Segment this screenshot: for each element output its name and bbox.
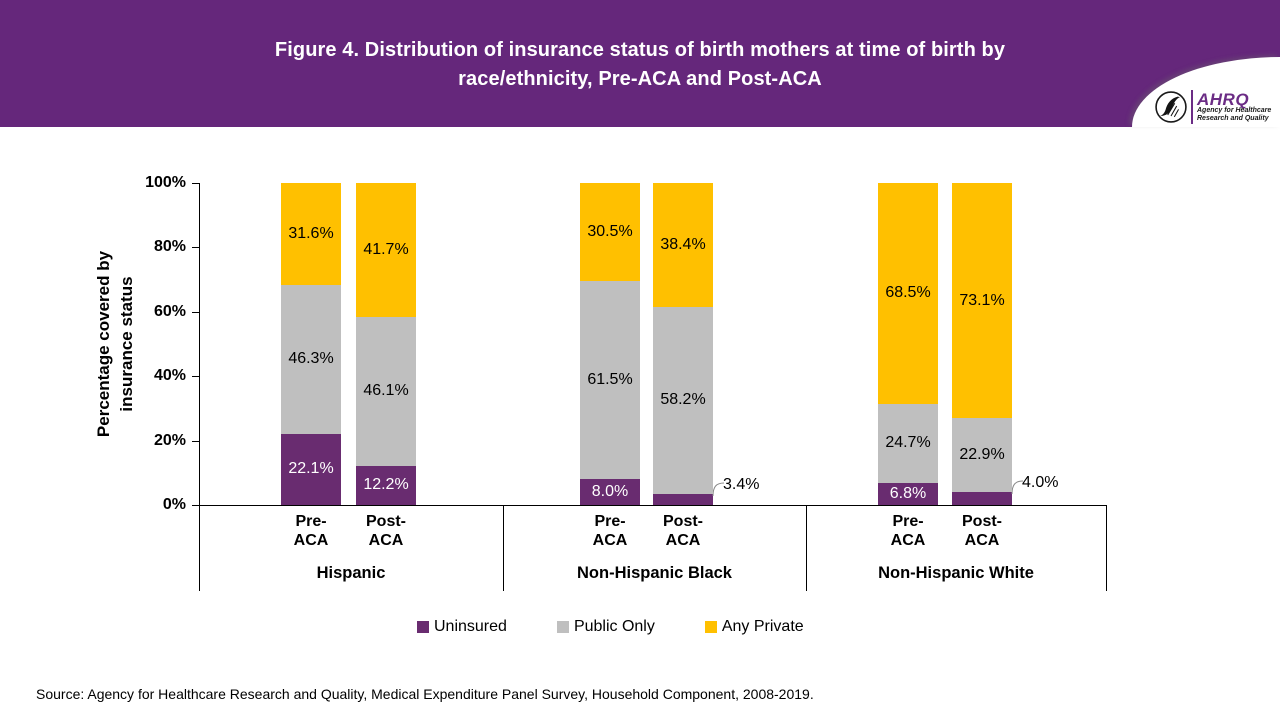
- legend-label: Public Only: [573, 618, 655, 635]
- bar-segment: [356, 317, 416, 466]
- category-label: Pre- ACA: [592, 513, 628, 549]
- ahrq-logo: AHRQ Agency for Healthcare Research and …: [1154, 90, 1271, 124]
- bar-segment: [281, 284, 341, 434]
- figure-title-line1: Figure 4. Distribution of insurance stat…: [274, 39, 1006, 61]
- logo-text: AHRQ Agency for Healthcare Research and …: [1197, 90, 1271, 122]
- bar-label: 30.5%: [587, 223, 633, 241]
- bar-label: 6.8%: [889, 485, 927, 503]
- y-axis-title-line2: insurance status: [117, 276, 136, 412]
- bar-label: 46.3%: [288, 350, 334, 368]
- y-tick-label: 20%: [153, 431, 186, 449]
- bar-label: 61.5%: [587, 371, 633, 389]
- source-note: Source: Agency for Healthcare Research a…: [36, 686, 814, 702]
- bar-label: 46.1%: [363, 382, 409, 400]
- category-label: Pre- ACA: [293, 513, 329, 549]
- y-tick-label: 0%: [162, 496, 186, 513]
- bar-segment: [580, 479, 640, 505]
- y-tick-label: 40%: [153, 367, 186, 385]
- bar-label: 38.4%: [660, 235, 706, 253]
- bar-label: 22.1%: [288, 460, 334, 478]
- y-tick-label: 60%: [153, 302, 186, 320]
- bar-label: 4.0%: [1022, 474, 1059, 492]
- bar-segment: [281, 183, 341, 285]
- category-label: Post- ACA: [663, 513, 703, 549]
- callout-leader-icon: [1010, 477, 1024, 495]
- figure-title-line2: race/ethnicity, Pre-ACA and Post-ACA: [458, 68, 822, 90]
- bar-segment: [580, 183, 640, 282]
- group-label: Non-Hispanic White: [878, 564, 1034, 582]
- bar-label: 73.1%: [959, 291, 1005, 309]
- category-label: Post- ACA: [962, 513, 1002, 549]
- x-axis-line: [199, 505, 1107, 506]
- bar-segment: [580, 281, 640, 480]
- bar-label: 41.7%: [363, 241, 409, 259]
- bar-segment: [653, 494, 713, 505]
- bar-label: 8.0%: [591, 483, 629, 501]
- bar-label: 3.4%: [723, 476, 760, 494]
- group-divider: [503, 505, 504, 591]
- category-label: Post- ACA: [366, 513, 406, 549]
- logo-tagline-line2: Research and Quality: [1197, 114, 1269, 122]
- bar-segment: [878, 483, 938, 505]
- bar-segment: [356, 465, 416, 505]
- legend-item: Any Private: [704, 618, 804, 636]
- logo-tagline-line1: Agency for Healthcare: [1197, 107, 1272, 114]
- group-divider: [806, 505, 807, 591]
- y-axis-line: [199, 183, 200, 506]
- bar-label: 22.9%: [959, 446, 1005, 464]
- legend-swatch-icon: [704, 621, 717, 633]
- logo-divider: [1191, 90, 1193, 124]
- y-tick: [192, 505, 199, 506]
- bar-segment: [356, 183, 416, 318]
- y-tick-label: 100%: [145, 174, 186, 191]
- legend-item: Public Only: [556, 618, 655, 636]
- bar-label: 12.2%: [363, 476, 409, 494]
- bar-segment: [878, 403, 938, 484]
- y-tick: [192, 440, 199, 442]
- group-label: Non-Hispanic Black: [577, 564, 732, 582]
- category-label: Pre- ACA: [890, 513, 926, 549]
- legend-item: Uninsured: [417, 618, 507, 636]
- legend-swatch-icon: [417, 621, 429, 633]
- y-tick: [192, 376, 199, 378]
- bar-label: 58.2%: [660, 391, 706, 409]
- y-axis-title-line1: Percentage covered by: [94, 250, 113, 438]
- bar-segment: [952, 183, 1012, 419]
- bar-label: 24.7%: [885, 434, 931, 452]
- legend-label: Uninsured: [434, 618, 507, 635]
- group-label: Hispanic: [316, 564, 386, 582]
- callout-leader-icon: [711, 479, 725, 497]
- bar-segment: [653, 306, 713, 495]
- header-banner: Figure 4. Distribution of insurance stat…: [0, 0, 1280, 127]
- figure-title: Figure 4. Distribution of insurance stat…: [0, 36, 1280, 94]
- y-axis-title: Percentage covered by insurance status: [92, 183, 138, 505]
- hhs-eagle-icon: [1155, 91, 1187, 123]
- bar-segment: [653, 183, 713, 307]
- logo-acronym: AHRQ: [1197, 90, 1250, 109]
- legend-label: Any Private: [721, 618, 804, 635]
- legend: Uninsured Public Only Any Private: [417, 618, 804, 636]
- y-tick: [192, 247, 199, 249]
- y-tick-label: 80%: [153, 238, 186, 256]
- legend-swatch-icon: [556, 621, 569, 633]
- bar-segment: [952, 418, 1012, 493]
- group-divider: [1106, 505, 1107, 591]
- group-divider: [199, 505, 200, 591]
- bar-label: 68.5%: [885, 284, 931, 302]
- bar-label: 31.6%: [288, 224, 334, 242]
- bar-segment: [281, 433, 341, 505]
- bar-segment: [878, 183, 938, 404]
- y-tick: [192, 311, 199, 313]
- y-tick: [192, 183, 199, 184]
- bar-segment: [952, 492, 1012, 505]
